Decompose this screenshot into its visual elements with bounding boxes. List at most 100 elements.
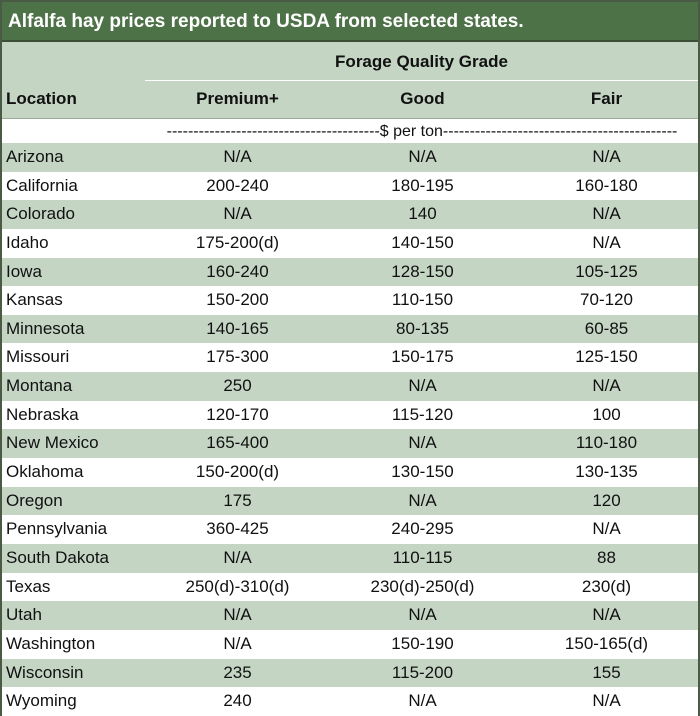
cell-location: Minnesota bbox=[6, 318, 85, 338]
unit-label: ----------------------------------------… bbox=[166, 123, 678, 140]
cell-fair: 160-180 bbox=[575, 175, 638, 195]
cell-location: Texas bbox=[6, 576, 51, 596]
cell-good: N/A bbox=[408, 376, 437, 396]
table-row: South Dakota N/A 110-115 88 bbox=[2, 543, 698, 573]
cell-premium: N/A bbox=[223, 605, 252, 625]
cell-location: Kansas bbox=[6, 290, 63, 310]
cell-fair: N/A bbox=[592, 232, 621, 252]
cell-good: 150-190 bbox=[391, 633, 454, 653]
cell-fair: 70-120 bbox=[580, 290, 633, 310]
cell-good: N/A bbox=[408, 605, 437, 625]
group-label: Forage Quality Grade bbox=[335, 52, 508, 71]
cell-good: 150-175 bbox=[391, 347, 454, 367]
column-header-good: Good bbox=[400, 89, 445, 108]
cell-fair: 125-150 bbox=[575, 347, 638, 367]
cell-premium: 175-300 bbox=[206, 347, 269, 367]
cell-good: 230(d)-250(d) bbox=[370, 576, 475, 596]
cell-good: 140-150 bbox=[391, 232, 454, 252]
cell-location: Montana bbox=[6, 376, 73, 396]
table-row: Arizona N/A N/A N/A bbox=[2, 143, 698, 172]
cell-good: N/A bbox=[408, 691, 437, 711]
cell-premium: 160-240 bbox=[206, 261, 269, 281]
cell-location: Pennsylvania bbox=[6, 519, 108, 539]
table-row: Iowa 160-240 128-150 105-125 bbox=[2, 257, 698, 287]
cell-good: 240-295 bbox=[391, 519, 454, 539]
cell-location: Nebraska bbox=[6, 404, 79, 424]
cell-good: N/A bbox=[408, 147, 437, 166]
cell-premium: 175 bbox=[223, 490, 252, 510]
table-row: New Mexico 165-400 N/A 110-180 bbox=[2, 429, 698, 459]
cell-fair: 230(d) bbox=[581, 576, 632, 596]
cell-premium: 240 bbox=[223, 691, 252, 711]
cell-location: Iowa bbox=[6, 261, 42, 281]
cell-location: Idaho bbox=[6, 232, 49, 252]
table-row: Idaho 175-200(d) 140-150 N/A bbox=[2, 228, 698, 258]
cell-location: Wyoming bbox=[6, 691, 77, 711]
cell-location: South Dakota bbox=[6, 547, 110, 567]
table-row: Utah N/A N/A N/A bbox=[2, 601, 698, 630]
cell-fair: 110-180 bbox=[575, 433, 638, 453]
table-row: Oklahoma 150-200(d) 130-150 130-135 bbox=[2, 458, 698, 487]
cell-premium: N/A bbox=[223, 204, 252, 224]
cell-location: Arizona bbox=[6, 147, 64, 166]
group-rule bbox=[145, 80, 698, 81]
cell-good: N/A bbox=[408, 433, 437, 453]
table-body: Arizona N/A N/A N/A California 200-240 180-195… bbox=[2, 143, 698, 716]
table-row: California 200-240 180-195 160-180 bbox=[2, 171, 698, 201]
cell-location: California bbox=[6, 175, 78, 195]
cell-fair: N/A bbox=[592, 519, 621, 539]
cell-fair: 88 bbox=[597, 547, 616, 567]
table-row: Nebraska 120-170 115-120 100 bbox=[2, 400, 698, 430]
cell-fair: N/A bbox=[592, 147, 621, 166]
cell-fair: 155 bbox=[592, 662, 621, 682]
cell-location: Washington bbox=[6, 633, 96, 653]
cell-premium: 360-425 bbox=[206, 519, 269, 539]
cell-premium: 120-170 bbox=[206, 404, 269, 424]
cell-good: N/A bbox=[408, 490, 437, 510]
cell-location: New Mexico bbox=[6, 433, 99, 453]
cell-good: 140 bbox=[408, 204, 437, 224]
cell-premium: 200-240 bbox=[206, 175, 269, 195]
table-row: Kansas 150-200 110-150 70-120 bbox=[2, 286, 698, 315]
table-row: Colorado N/A 140 N/A bbox=[2, 200, 698, 229]
cell-premium: 235 bbox=[223, 662, 252, 682]
table-row: Missouri 175-300 150-175 125-150 bbox=[2, 343, 698, 373]
cell-good: 110-150 bbox=[391, 290, 454, 310]
cell-location: Wisconsin bbox=[6, 662, 84, 682]
column-header-location: Location bbox=[6, 89, 77, 108]
table-title: Alfalfa hay prices reported to USDA from… bbox=[2, 2, 698, 42]
table-row: Wisconsin 235 115-200 155 bbox=[2, 658, 698, 688]
cell-premium: 165-400 bbox=[206, 433, 269, 453]
column-header-premium: Premium+ bbox=[196, 89, 279, 108]
column-header-fair: Fair bbox=[590, 89, 623, 108]
cell-good: 110-115 bbox=[392, 547, 453, 567]
unit-row: ----------------------------------------… bbox=[2, 118, 698, 143]
cell-fair: 105-125 bbox=[575, 261, 638, 281]
cell-good: 128-150 bbox=[391, 261, 454, 281]
cell-fair: 130-135 bbox=[575, 462, 638, 482]
cell-premium: 175-200(d) bbox=[195, 232, 280, 252]
cell-good: 130-150 bbox=[391, 462, 454, 482]
cell-premium: N/A bbox=[223, 547, 252, 567]
cell-fair: N/A bbox=[592, 691, 621, 711]
table-row: Minnesota 140-165 80-135 60-85 bbox=[2, 314, 698, 344]
table-row: Oregon 175 N/A 120 bbox=[2, 486, 698, 516]
table-row: Montana 250 N/A N/A bbox=[2, 372, 698, 401]
cell-good: 115-120 bbox=[391, 404, 454, 424]
cell-fair: N/A bbox=[592, 605, 621, 625]
table-header: Forage Quality Grade Location Premium+ G… bbox=[2, 42, 698, 118]
cell-fair: 60-85 bbox=[584, 318, 629, 338]
cell-premium: 140-165 bbox=[206, 318, 269, 338]
cell-fair: 120 bbox=[592, 490, 621, 510]
cell-fair: N/A bbox=[592, 376, 621, 396]
cell-premium: 250(d)-310(d) bbox=[185, 576, 290, 596]
cell-fair: N/A bbox=[592, 204, 621, 224]
cell-fair: 100 bbox=[592, 404, 621, 424]
cell-premium: N/A bbox=[223, 147, 252, 166]
cell-premium: N/A bbox=[223, 633, 252, 653]
cell-good: 180-195 bbox=[391, 175, 454, 195]
cell-premium: 250 bbox=[223, 376, 252, 396]
cell-location: Utah bbox=[6, 605, 42, 625]
cell-premium: 150-200 bbox=[206, 290, 269, 310]
cell-fair: 150-165(d) bbox=[564, 633, 649, 653]
